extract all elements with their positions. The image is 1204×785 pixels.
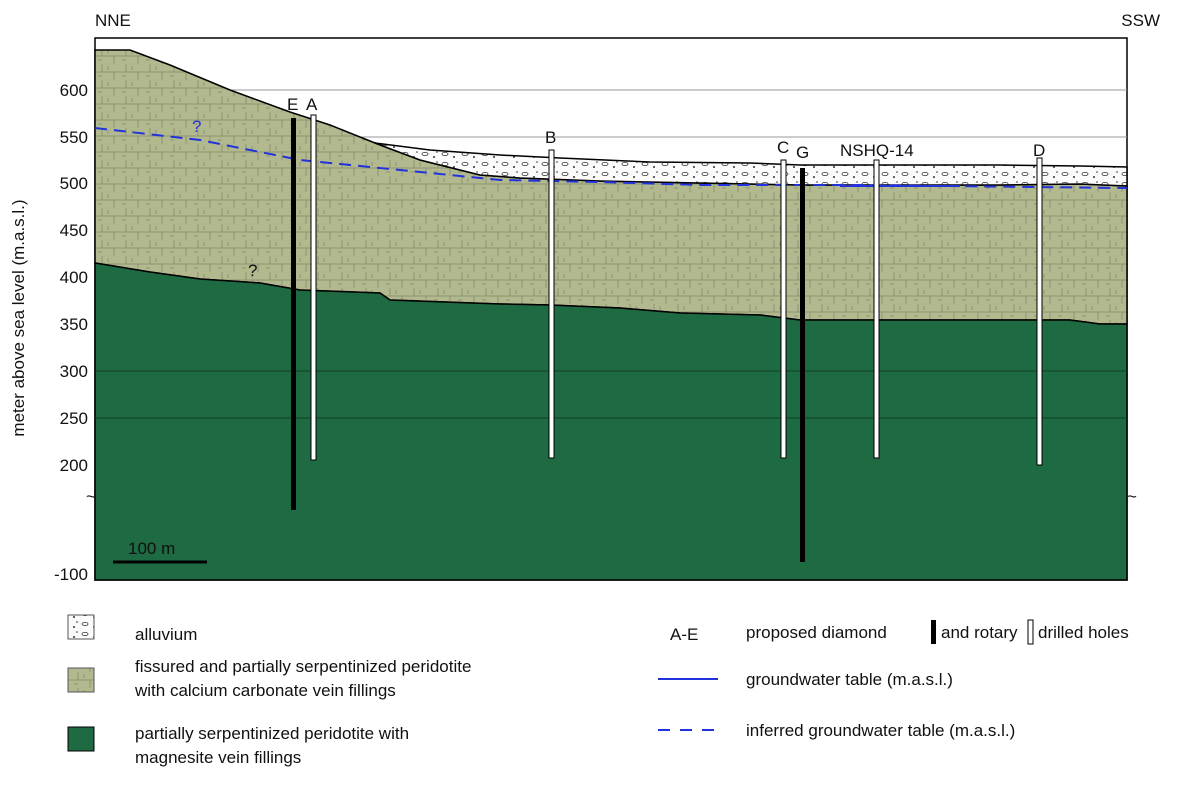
y-tick-label: 250: [60, 409, 88, 428]
y-tick-label: 200: [60, 456, 88, 475]
legend-text: fissured and partially serpentinized per…: [135, 657, 471, 676]
legend-text: A-E: [670, 625, 698, 644]
legend-text: magnesite vein fillings: [135, 748, 301, 767]
legend-text: with calcium carbonate vein fillings: [134, 681, 396, 700]
borehole-label: D: [1033, 141, 1045, 160]
axis-break: ~: [1127, 487, 1137, 506]
legend-text: and rotary: [941, 623, 1018, 642]
y-tick-label: 600: [60, 81, 88, 100]
borehole-label: B: [545, 128, 556, 147]
question-mark: ?: [192, 117, 201, 136]
borehole-label: G: [796, 143, 809, 162]
legend-text: drilled holes: [1038, 623, 1129, 642]
borehole-label: C: [777, 138, 789, 157]
axis-break: ~: [86, 487, 96, 506]
y-tick-label: 500: [60, 174, 88, 193]
legend-text: alluvium: [135, 625, 197, 644]
y-tick-label: 400: [60, 268, 88, 287]
legend-text: partially serpentinized peridotite with: [135, 724, 409, 743]
borehole-label: NSHQ-14: [840, 141, 914, 160]
scale-bar-label: 100 m: [128, 539, 175, 558]
cross-section: NNE SSW ? ? E A B C G NSHQ-14 D 100 m ~ …: [0, 0, 1204, 780]
legend-text: inferred groundwater table (m.a.s.l.): [746, 721, 1015, 740]
legend-text: groundwater table (m.a.s.l.): [746, 670, 953, 689]
orientation-left: NNE: [95, 11, 131, 30]
legend-text: proposed diamond: [746, 623, 887, 642]
legend: alluvium fissured and partially serpenti…: [68, 615, 1129, 767]
y-tick-label: 550: [60, 128, 88, 147]
y-tick-label: 350: [60, 315, 88, 334]
question-mark: ?: [248, 261, 257, 280]
y-ticks: 600 550 500 450 400 350 300 250 200 -100: [54, 81, 88, 584]
y-tick-label: 450: [60, 221, 88, 240]
y-tick-label: 300: [60, 362, 88, 381]
borehole-label: E: [287, 95, 298, 114]
y-axis-label: meter above sea level (m.a.s.l.): [9, 199, 28, 436]
borehole-label: A: [306, 95, 318, 114]
y-tick-label: -100: [54, 565, 88, 584]
orientation-right: SSW: [1121, 11, 1160, 30]
